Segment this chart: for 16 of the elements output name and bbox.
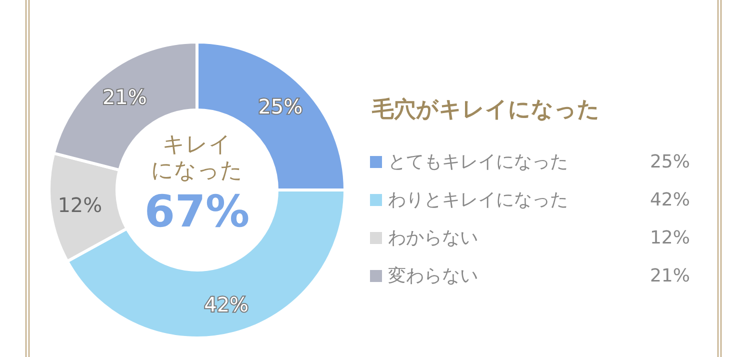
text: になった [151,158,243,184]
data-label: 42% [204,292,249,316]
legend-label: とてもキレイになった [388,152,568,172]
data-label: 12% [58,192,102,217]
data-label: 25% [258,94,303,119]
text: 毛穴がキレイになった [371,96,600,122]
legend-label: わりとキレイになった [388,190,568,210]
legend-label: わからない [388,228,478,248]
legend-label: 変わらない [388,266,478,286]
data-label: 21% [102,84,147,109]
text: 12% [650,228,690,248]
text: 42% [650,190,690,210]
text: 25% [650,152,690,172]
text: 21% [650,266,690,286]
text: キレイ [162,132,232,158]
text: 67% [144,186,250,238]
